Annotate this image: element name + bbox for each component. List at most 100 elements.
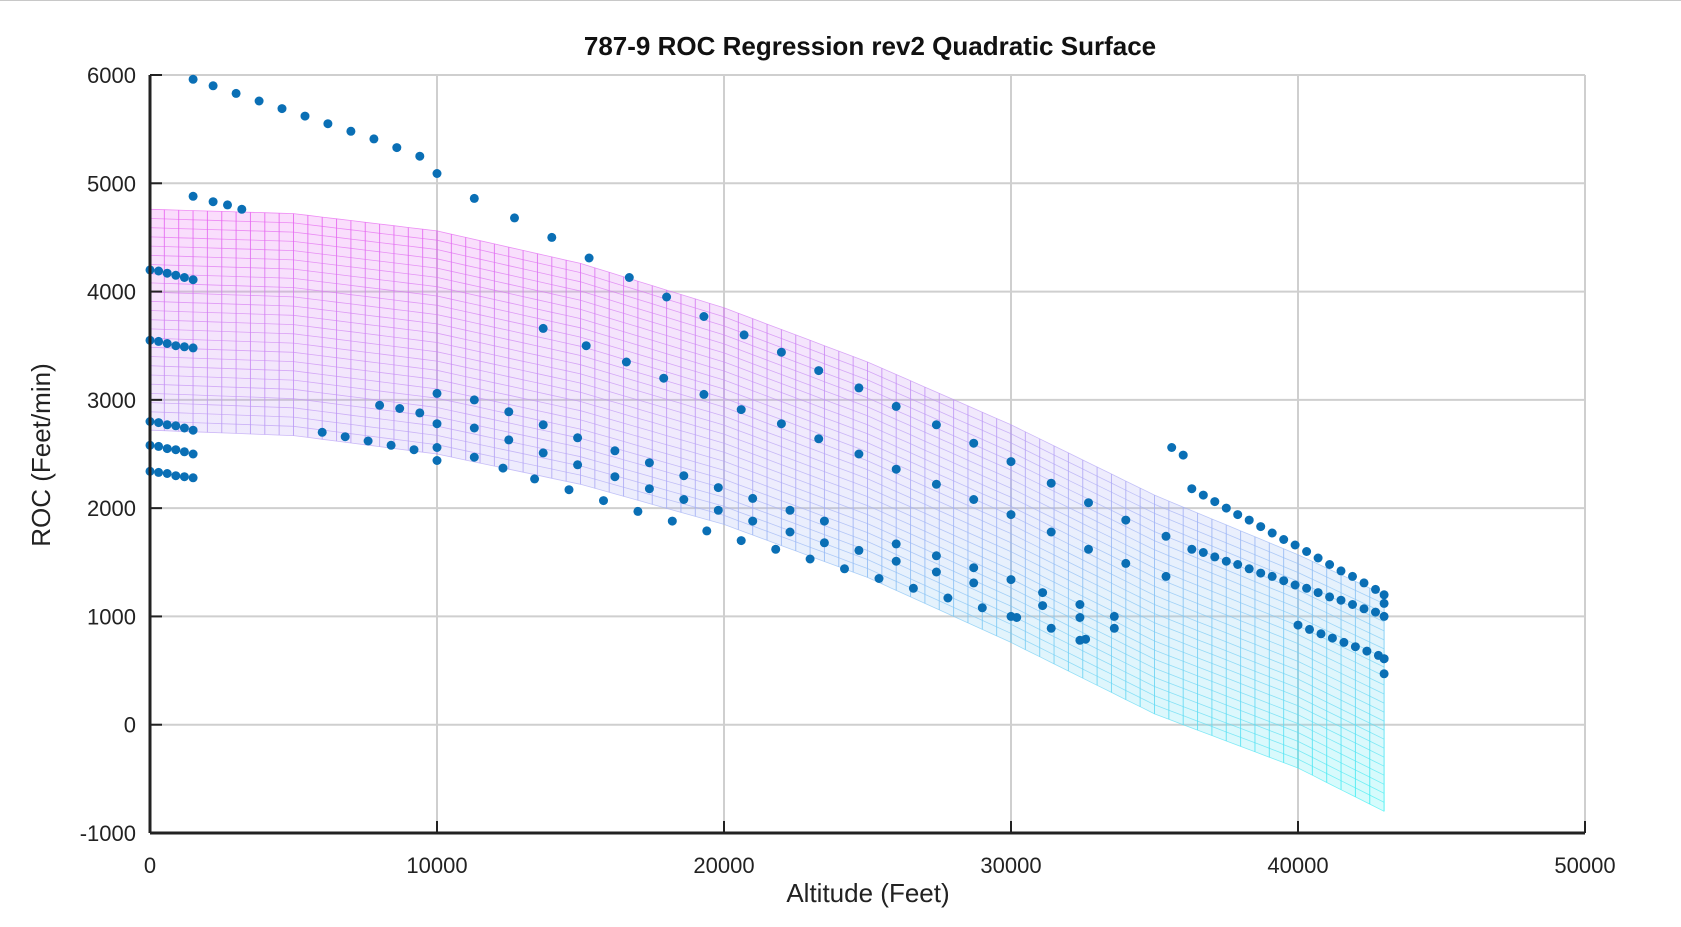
data-point	[432, 443, 442, 452]
data-point	[469, 423, 479, 433]
data-point	[538, 420, 548, 430]
surface-mesh-line	[149, 245, 1385, 632]
data-point	[188, 275, 198, 285]
data-point	[432, 388, 442, 398]
data-point	[776, 419, 786, 429]
data-point	[854, 383, 864, 393]
data-point	[1081, 634, 1091, 644]
surface-mesh-line	[149, 429, 1385, 812]
data-point	[1305, 624, 1314, 634]
data-point	[1293, 620, 1303, 630]
data-point	[644, 458, 654, 468]
data-point	[188, 473, 198, 483]
data-point	[179, 273, 189, 282]
data-point	[610, 446, 620, 456]
data-point	[375, 400, 385, 410]
x-tick-labels: 0 10000 20000 30000 40000 50000	[144, 853, 1616, 878]
surface-mesh-line	[149, 337, 1385, 722]
data-point	[610, 472, 620, 482]
data-point	[237, 204, 247, 214]
data-point	[891, 401, 901, 411]
data-point	[1336, 595, 1346, 605]
data-point	[392, 143, 402, 153]
data-point	[171, 270, 181, 280]
regression-surface	[149, 208, 1385, 812]
data-point	[1046, 623, 1056, 633]
data-point	[1348, 571, 1357, 581]
data-point	[667, 516, 677, 526]
data-point	[538, 448, 548, 458]
data-point	[1379, 611, 1389, 621]
data-point	[1302, 547, 1312, 556]
y-tick-label: 0	[124, 713, 136, 738]
data-point	[785, 505, 795, 515]
data-point	[1339, 637, 1349, 647]
data-point	[969, 495, 979, 504]
y-tick-label: 1000	[87, 604, 136, 629]
surface-mesh-line	[149, 402, 1385, 785]
data-point	[1198, 490, 1208, 500]
y-axis-label: ROC (Feet/min)	[26, 363, 56, 546]
data-point	[969, 563, 979, 573]
data-point	[771, 544, 781, 554]
data-point	[854, 545, 864, 555]
data-point	[415, 408, 425, 418]
data-point	[340, 432, 350, 442]
data-point	[736, 405, 746, 415]
x-axis-label: Altitude (Feet)	[786, 878, 949, 908]
data-point	[1316, 629, 1326, 639]
data-point	[1379, 590, 1389, 600]
data-point	[785, 527, 795, 537]
data-point	[1267, 571, 1277, 581]
data-point	[679, 495, 689, 504]
data-point	[1084, 498, 1093, 508]
surface-mesh-line	[149, 356, 1385, 740]
data-point	[162, 420, 172, 430]
data-point	[748, 493, 758, 503]
data-point	[171, 341, 181, 351]
data-point	[1109, 623, 1119, 633]
data-point	[498, 463, 508, 473]
data-point	[1198, 548, 1208, 557]
data-point	[1350, 642, 1360, 652]
data-point	[969, 578, 979, 588]
y-tick-label: 3000	[87, 388, 136, 413]
data-point	[432, 419, 442, 429]
data-point	[891, 464, 901, 474]
data-point	[1244, 515, 1254, 525]
data-point	[510, 213, 519, 223]
data-point	[504, 407, 514, 417]
data-point	[776, 347, 786, 357]
data-point	[573, 433, 583, 443]
data-point	[736, 536, 746, 546]
surface-mesh-line	[149, 236, 1385, 623]
y-tick-label: -1000	[80, 821, 136, 846]
data-point	[621, 357, 631, 367]
surface-mesh-line	[149, 319, 1385, 704]
data-point	[188, 449, 198, 459]
data-point	[702, 526, 712, 536]
surface-mesh-line	[149, 346, 1385, 731]
data-point	[1279, 535, 1289, 544]
surface-mesh-line	[149, 208, 1385, 596]
data-point	[1221, 503, 1231, 513]
data-point	[840, 564, 849, 574]
data-point	[538, 323, 548, 333]
data-point	[679, 471, 689, 481]
surface-mesh-line	[149, 282, 1385, 668]
data-point	[1244, 564, 1254, 574]
data-point	[469, 395, 479, 405]
data-point	[1325, 592, 1335, 602]
data-point	[154, 266, 164, 276]
data-point	[1121, 558, 1131, 568]
data-point	[854, 449, 864, 459]
data-point	[547, 232, 557, 242]
surface-mesh-line	[149, 393, 1385, 776]
surface-mesh-line	[149, 218, 1385, 605]
data-point	[162, 444, 172, 454]
data-point	[1038, 588, 1048, 598]
data-point	[1379, 598, 1389, 608]
data-point	[277, 104, 287, 114]
data-point	[977, 603, 987, 613]
